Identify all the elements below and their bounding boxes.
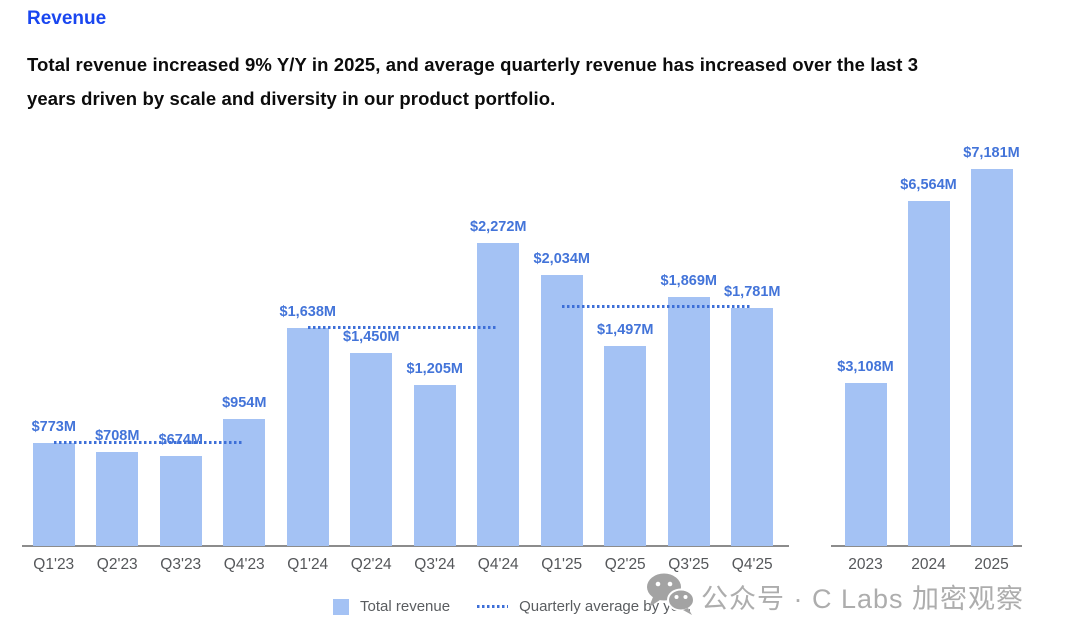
x-axis-label: Q3'23 xyxy=(160,556,202,573)
bar-value-label: $1,205M xyxy=(406,361,463,378)
x-axis-label: 2024 xyxy=(911,556,946,573)
bar xyxy=(540,274,583,546)
bar-value-label: $7,181M xyxy=(963,145,1020,161)
bar xyxy=(32,442,75,546)
bar-value-label: $1,450M xyxy=(343,328,400,345)
wechat-icon xyxy=(642,572,696,621)
x-axis-label: Q4'23 xyxy=(223,556,265,573)
bar xyxy=(350,352,393,546)
x-axis-label: Q2'25 xyxy=(604,556,646,573)
bar-value-label: $773M xyxy=(31,418,76,435)
quarterly-average-line-icon xyxy=(477,605,509,608)
bar xyxy=(731,308,774,546)
average-line-2024 xyxy=(307,325,499,329)
x-axis-line xyxy=(831,545,1022,547)
bar xyxy=(477,243,520,546)
bar xyxy=(96,451,139,546)
bar xyxy=(286,327,329,546)
watermark: 公众号 · C Labs 加密观察 xyxy=(642,572,1024,621)
bar xyxy=(413,385,456,546)
bar-value-label: $708M xyxy=(95,427,140,444)
bar-value-label: $6,564M xyxy=(900,177,957,194)
bar-value-label: $1,781M xyxy=(724,284,781,301)
bar-value-label: $2,272M xyxy=(470,219,527,235)
x-axis-label: Q2'24 xyxy=(350,556,392,573)
bar-value-label: $1,497M xyxy=(597,322,654,339)
watermark-text: 公众号 · C Labs 加密观察 xyxy=(701,584,1025,614)
x-axis-label: Q1'23 xyxy=(33,556,75,573)
x-axis-label: 2025 xyxy=(974,556,1009,573)
average-line-2023 xyxy=(53,440,245,444)
x-axis-label: Q1'24 xyxy=(287,556,329,573)
bar xyxy=(970,169,1013,546)
bar xyxy=(667,296,710,546)
average-line-2025 xyxy=(561,305,753,309)
bar-value-label: $674M xyxy=(158,432,203,449)
bar xyxy=(604,346,647,546)
x-axis-line xyxy=(22,545,789,547)
bar xyxy=(159,456,202,546)
bar-value-label: $3,108M xyxy=(837,358,894,375)
x-axis-label: Q4'25 xyxy=(731,556,773,573)
legend-total-revenue-label: Total revenue xyxy=(360,598,451,615)
x-axis-label: Q2'23 xyxy=(96,556,138,573)
bar-value-label: $954M xyxy=(222,394,267,411)
x-axis-label: Q1'25 xyxy=(541,556,583,573)
bar-value-label: $2,034M xyxy=(533,250,590,267)
description-line-1: Total revenue increased 9% Y/Y in 2025, … xyxy=(27,54,919,75)
bar xyxy=(907,201,950,546)
x-axis-label: Q3'25 xyxy=(668,556,710,573)
x-axis-label: Q3'24 xyxy=(414,556,456,573)
page-title: Revenue xyxy=(27,8,107,29)
bar xyxy=(844,382,887,546)
chart-legend: Total revenue Quarterly average by year xyxy=(333,598,692,615)
x-axis-label: Q4'24 xyxy=(477,556,519,573)
x-axis-label: 2023 xyxy=(848,556,883,573)
bar-value-label: $1,869M xyxy=(660,272,717,289)
legend-quarterly-average-label: Quarterly average by year xyxy=(519,598,693,615)
description-line-2: years driven by scale and diversity in o… xyxy=(27,88,556,109)
bar xyxy=(223,418,266,546)
total-revenue-swatch-icon xyxy=(333,598,349,615)
bar-value-label: $1,638M xyxy=(279,303,336,320)
